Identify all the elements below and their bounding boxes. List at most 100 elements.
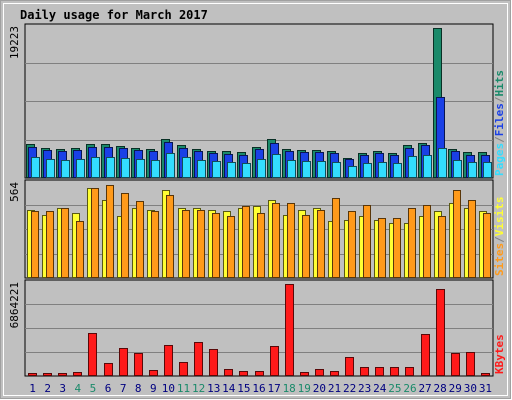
legend-entry: KBytes	[493, 334, 506, 374]
bar-pages-day-29	[453, 160, 462, 178]
x-tick-label: 21	[328, 382, 341, 395]
bar-pages-day-24	[378, 162, 387, 178]
bar-kbytes-day-27	[421, 334, 430, 376]
x-tick-label: 2	[44, 382, 51, 395]
bar-pages-day-4	[76, 159, 85, 178]
bar-pages-day-20	[317, 161, 326, 178]
bar-sites-day-24	[378, 218, 386, 278]
x-tick-label: 17	[267, 382, 280, 395]
panel-legend: Pages/Files/Hits	[493, 70, 506, 176]
bar-sites-day-14	[227, 216, 235, 278]
x-tick-label: 27	[418, 382, 431, 395]
bar-kbytes-day-5	[88, 333, 97, 376]
bar-sites-day-27	[423, 205, 431, 278]
x-tick-label: 9	[150, 382, 157, 395]
bar-pages-day-30	[468, 162, 477, 178]
series-kbytes	[28, 284, 490, 376]
bar-pages-day-14	[227, 162, 236, 178]
bar-sites-day-2	[46, 211, 54, 278]
x-tick-label: 20	[313, 382, 326, 395]
bar-kbytes-day-3	[58, 373, 67, 376]
bar-pages-day-2	[46, 159, 55, 178]
bar-kbytes-day-14	[224, 369, 233, 376]
series-sites	[31, 185, 491, 278]
bar-sites-day-19	[302, 215, 310, 278]
x-tick-label: 30	[464, 382, 477, 395]
panel-max-label: 564	[8, 182, 21, 202]
x-tick-label: 6	[105, 382, 112, 395]
bar-pages-day-25	[393, 163, 402, 178]
bar-pages-day-21	[332, 162, 341, 178]
bar-pages-day-3	[61, 160, 70, 178]
x-tick-label: 22	[343, 382, 356, 395]
panels-layer: 19223Pages/Files/Hits564Sites/Visits6864…	[8, 23, 506, 377]
bar-sites-day-13	[212, 213, 220, 278]
bar-sites-day-5	[91, 188, 99, 278]
bar-sites-day-25	[393, 218, 401, 278]
x-tick-label: 11	[177, 382, 190, 395]
x-tick-label: 8	[135, 382, 142, 395]
bar-pages-day-8	[136, 159, 145, 178]
bar-pages-day-6	[106, 157, 115, 178]
bar-kbytes-day-19	[300, 372, 309, 376]
bar-sites-day-20	[317, 210, 325, 278]
x-tick-label: 1	[29, 382, 36, 395]
x-tick-label: 23	[358, 382, 371, 395]
chart-frame-inner-border	[3, 3, 508, 396]
bar-kbytes-day-8	[134, 353, 143, 376]
bar-pages-day-27	[423, 155, 432, 178]
legend-entry: /	[493, 236, 506, 243]
bar-kbytes-day-31	[481, 373, 490, 376]
bar-pages-day-22	[348, 166, 357, 178]
legend-entry: Hits	[493, 70, 506, 97]
bar-kbytes-day-11	[179, 362, 188, 376]
panel-visits-sites: 564 Sites/Visits	[8, 179, 506, 279]
bar-sites-day-15	[242, 206, 250, 278]
x-tick-label: 26	[403, 382, 416, 395]
legend-entry: Visits	[493, 197, 506, 237]
bar-kbytes-day-28	[436, 289, 445, 376]
bar-pages-day-11	[182, 157, 191, 178]
x-tick-label: 16	[252, 382, 265, 395]
series-pages	[31, 148, 492, 178]
bar-pages-day-28	[438, 148, 447, 178]
bar-kbytes-day-7	[119, 348, 128, 376]
x-tick-label: 31	[479, 382, 492, 395]
bar-kbytes-day-4	[73, 372, 82, 376]
bar-pages-day-26	[408, 156, 417, 178]
x-tick-label: 13	[207, 382, 220, 395]
bar-pages-day-1	[31, 157, 40, 178]
bar-pages-day-18	[287, 160, 296, 178]
bar-sites-day-3	[61, 208, 69, 278]
bar-sites-day-30	[468, 200, 476, 278]
legend-entry: /	[493, 96, 506, 103]
bar-kbytes-day-15	[239, 371, 248, 376]
bar-sites-day-17	[272, 203, 280, 278]
x-tick-label: 12	[192, 382, 205, 395]
bar-kbytes-day-29	[451, 353, 460, 376]
x-tick-label: 18	[283, 382, 296, 395]
bar-pages-day-17	[272, 154, 281, 178]
bar-pages-day-31	[483, 162, 492, 178]
bar-kbytes-day-26	[405, 367, 414, 376]
x-tick-label: 29	[449, 382, 462, 395]
bar-kbytes-day-12	[194, 342, 203, 376]
bar-kbytes-day-30	[466, 352, 475, 376]
bar-sites-day-18	[287, 203, 295, 278]
bar-sites-day-7	[121, 193, 129, 278]
legend-entry: /	[493, 136, 506, 143]
x-tick-label: 15	[237, 382, 250, 395]
bar-kbytes-day-13	[209, 349, 218, 376]
bar-sites-day-12	[197, 210, 205, 278]
chart-title: Daily usage for March 2017	[20, 8, 208, 22]
panel-max-label: 19223	[8, 26, 21, 59]
x-tick-label: 5	[90, 382, 97, 395]
bar-kbytes-day-25	[390, 367, 399, 376]
bar-kbytes-day-18	[285, 284, 294, 376]
bar-sites-day-23	[363, 205, 371, 278]
bar-kbytes-day-23	[360, 367, 369, 376]
bar-sites-day-28	[438, 216, 446, 278]
bar-pages-day-15	[242, 163, 251, 178]
legend-entry: Sites	[493, 243, 506, 276]
